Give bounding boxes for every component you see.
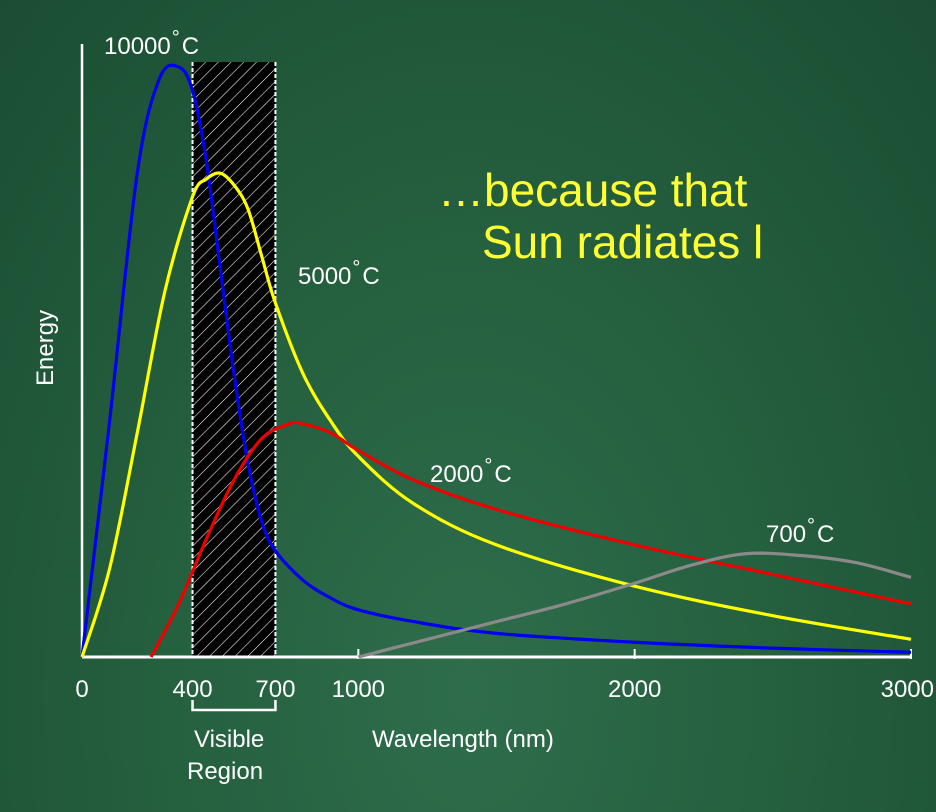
y-axis-label: Energy	[32, 309, 59, 386]
x-tick-label: 700	[255, 676, 296, 703]
headline-line-1: …because that	[438, 164, 748, 216]
series-line-2000c	[149, 420, 912, 658]
curve-label-5000c: 5000°C	[298, 257, 380, 290]
visible-region-bracket	[191, 700, 277, 712]
x-axis-label: Wavelength (nm)	[372, 726, 554, 753]
x-tick-label: 2000	[607, 676, 662, 703]
headline: …because that Sun radiates l	[438, 164, 763, 268]
curve-label-10000c: 10000°C	[104, 27, 200, 60]
x-tick-label: 1000	[331, 676, 386, 703]
curve-label-700c: 700°C	[766, 515, 835, 548]
x-tick-label: 3000	[880, 676, 934, 703]
visible-region-label-line-1: Visible	[194, 726, 265, 753]
x-tick-label: 400	[172, 676, 213, 703]
visible-region-label-line-2: Region	[187, 758, 264, 785]
curve-label-2000c: 2000°C	[430, 455, 512, 488]
series-line-700c	[357, 551, 912, 659]
series-line-5000c	[80, 171, 912, 658]
x-tick-label: 0	[75, 676, 89, 703]
headline-line-2: Sun radiates l	[482, 216, 764, 268]
